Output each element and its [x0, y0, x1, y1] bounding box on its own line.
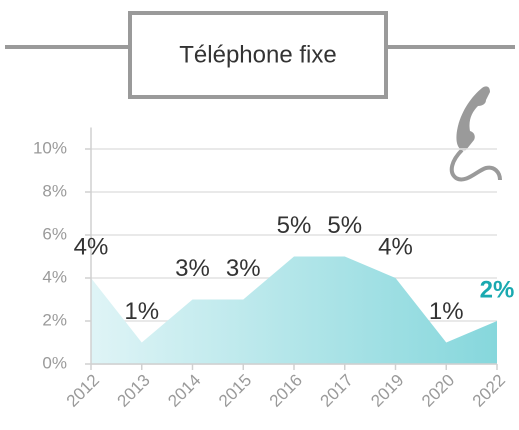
title-box: [128, 11, 388, 99]
x-tick-label: 2020: [418, 371, 458, 411]
value-label: 1%: [124, 298, 159, 325]
value-label: 3%: [226, 255, 261, 282]
x-tick-label: 2016: [266, 371, 306, 411]
x-tick-label: 2022: [469, 371, 509, 411]
area: [91, 256, 497, 364]
value-label: 4%: [74, 233, 109, 260]
chart-title: Téléphone fixe: [179, 41, 336, 68]
value-label: 1%: [429, 298, 464, 325]
y-tick-label: 4%: [42, 267, 67, 286]
y-tick-label: 10%: [33, 138, 67, 157]
x-tick-label: 2015: [215, 371, 255, 411]
value-label: 2%: [480, 276, 515, 303]
y-tick-label: 8%: [42, 181, 67, 200]
y-tick-label: 0%: [42, 353, 67, 372]
y-tick-label: 2%: [42, 310, 67, 329]
value-label: 3%: [175, 255, 210, 282]
value-label: 4%: [378, 233, 413, 260]
x-tick-label: 2017: [317, 371, 357, 411]
x-tick-label: 2019: [367, 371, 407, 411]
x-tick-label: 2013: [114, 371, 154, 411]
phone-icon: [449, 86, 502, 182]
y-tick-label: 6%: [42, 224, 67, 243]
value-label: 5%: [327, 212, 362, 239]
x-tick-label: 2014: [164, 371, 204, 411]
value-label: 5%: [277, 212, 312, 239]
x-tick-label: 2012: [63, 371, 103, 411]
